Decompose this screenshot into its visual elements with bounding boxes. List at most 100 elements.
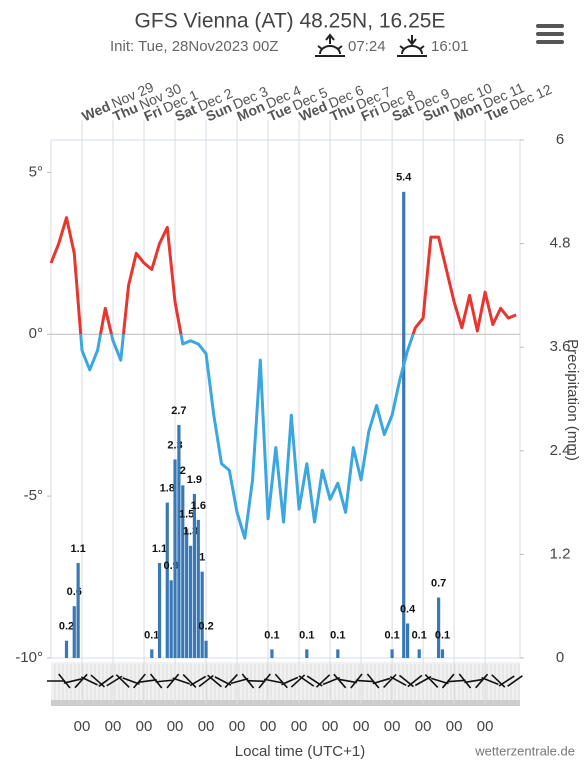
precip-bar <box>177 424 181 658</box>
y-tick-label: 0° <box>29 325 43 342</box>
precip-bar <box>150 649 154 658</box>
wind-arrow <box>133 673 146 689</box>
wind-arrow <box>481 676 499 686</box>
hour-label: 00 <box>446 718 463 735</box>
precip-bar <box>192 493 197 658</box>
wind-arrow <box>182 674 197 688</box>
precip-label: 0.1 <box>412 629 427 641</box>
wind-arrow <box>80 676 98 686</box>
wind-arrow <box>389 676 407 686</box>
weekday: Wed <box>79 98 112 125</box>
wind-arrow <box>424 673 439 689</box>
precip-label: 0.1 <box>144 629 159 641</box>
precip-label: 2.7 <box>171 405 186 417</box>
precip-label: 0.1 <box>435 629 450 641</box>
wind-arrow <box>258 673 271 689</box>
wind-arrow <box>74 673 88 689</box>
wind-arrow <box>98 675 114 687</box>
precip-label: 2 <box>180 465 186 477</box>
wind-arrow <box>464 678 483 684</box>
wind-arrow <box>207 674 222 688</box>
wind-arrow <box>372 677 391 685</box>
chart-title: GFS Vienna (AT) 48.25N, 16.25E <box>135 10 446 33</box>
wind-arrow <box>298 675 315 687</box>
precip-bar <box>185 528 189 658</box>
precip-bar <box>305 649 309 658</box>
wind-arrow <box>263 678 282 684</box>
precip-bar <box>196 519 200 658</box>
wind-arrow <box>247 679 266 683</box>
wind-arrow <box>63 678 82 684</box>
precip-bar <box>270 649 274 658</box>
precip-label: 0.1 <box>299 629 314 641</box>
precip-bar <box>437 597 441 658</box>
precip-bar <box>72 606 76 658</box>
precip-bar <box>390 649 394 658</box>
precip-label: 1.8 <box>160 483 175 495</box>
sunrise-icon <box>315 33 345 57</box>
precip-bar <box>200 571 204 658</box>
wind-arrow <box>58 673 71 689</box>
wind-arrow <box>339 678 358 684</box>
hour-label: 00 <box>229 718 246 735</box>
y-tick-label: -10° <box>15 649 43 666</box>
hour-label: 00 <box>384 718 401 735</box>
wind-arrow <box>366 673 380 689</box>
wind-arrow <box>149 673 163 689</box>
hour-label: 00 <box>477 718 494 735</box>
precip-label: 0.1 <box>264 629 279 641</box>
scroll-bar <box>51 700 520 706</box>
x-axis-label: Local time (UTC+1) <box>235 743 365 760</box>
wind-arrow <box>230 677 249 685</box>
hour-label: 00 <box>260 718 277 735</box>
precip-bar <box>157 563 162 658</box>
wind-arrow <box>138 679 157 683</box>
subtitle: Init: Tue, 28Nov2023 00Z <box>110 38 278 55</box>
wind-arrow <box>507 675 523 687</box>
plot-frame <box>50 139 521 659</box>
wind-arrow <box>172 677 190 685</box>
temperature-line-above <box>49 216 517 335</box>
weekday: Fri <box>358 102 381 124</box>
hour-label: 00 <box>105 718 122 735</box>
wind-arrow <box>491 674 506 688</box>
y2-tick-label: 1.2 <box>550 545 571 562</box>
wind-arrow <box>355 679 374 683</box>
precip-bar <box>169 580 173 658</box>
hour-label: 00 <box>415 718 432 735</box>
precip-bar <box>64 640 69 658</box>
sunrise-time: 07:24 <box>348 38 386 55</box>
y-tick-label: -5° <box>24 487 43 504</box>
y2-tick-label: 2.4 <box>550 442 571 459</box>
hour-label: 00 <box>353 718 370 735</box>
hour-label: 00 <box>167 718 184 735</box>
wind-arrow <box>383 673 397 689</box>
wind-arrow <box>498 675 515 687</box>
wind-arrow <box>115 674 130 688</box>
hour-label: 00 <box>198 718 215 735</box>
precip-bar <box>76 563 80 658</box>
wind-arrow <box>407 674 423 688</box>
y2-tick-label: 3.6 <box>550 338 571 355</box>
wind-arrow <box>315 674 331 688</box>
sunset-icon <box>397 35 427 57</box>
hour-label: 00 <box>322 718 339 735</box>
precip-bar <box>204 640 208 658</box>
precip-label: 1.5 <box>179 508 194 520</box>
wind-arrow <box>431 677 449 685</box>
credit: wetterzentrale.de <box>474 743 575 758</box>
precip-bar <box>173 459 177 658</box>
precip-bar <box>402 191 406 659</box>
precip-bar <box>336 649 340 658</box>
precip-label: 0.4 <box>400 603 416 615</box>
y2-tick-label: 0 <box>556 649 564 666</box>
precip-bar <box>405 623 410 658</box>
wind-arrow <box>166 673 180 689</box>
precip-label: 1.9 <box>187 474 202 486</box>
wind-arrow <box>155 679 174 683</box>
hour-label: 00 <box>136 718 153 735</box>
menu-icon[interactable] <box>536 24 564 44</box>
precip-label: 1.1 <box>152 543 167 555</box>
